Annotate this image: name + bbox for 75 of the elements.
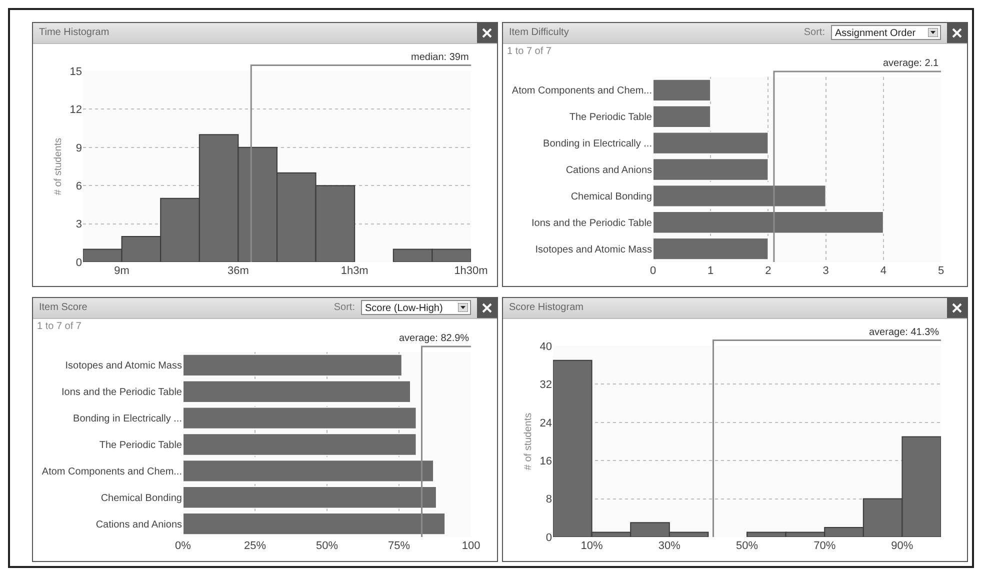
x-tick-label: 4	[880, 265, 886, 277]
ref-line-label: median: 39m	[411, 52, 469, 63]
x-tick-label: 1h30m	[454, 265, 488, 277]
bar	[183, 486, 437, 509]
x-tick-label: 100	[462, 540, 480, 552]
x-tick-label: 10%	[580, 540, 604, 552]
y-tick-label: 0	[76, 256, 82, 269]
chart-title: Score Histogram	[509, 302, 584, 313]
y-axis-title: # of students	[52, 138, 64, 196]
y-tick-label: Cations and Anions	[96, 519, 182, 530]
text: Sort:	[804, 27, 825, 38]
y-tick-label: Isotopes and Atomic Mass	[535, 244, 652, 256]
x-tick-label: 50%	[316, 540, 338, 552]
y-tick-label: Atom Components and Chem...	[42, 466, 182, 478]
text: Assignment Order	[831, 25, 941, 40]
x-tick-label: 0%	[175, 540, 192, 552]
bar	[653, 184, 826, 208]
y-tick-label: Chemical Bonding	[570, 191, 652, 202]
text: Item Score	[39, 302, 88, 313]
y-tick-label: 24	[540, 417, 552, 430]
bar	[653, 105, 712, 128]
text: Sort:	[334, 302, 355, 313]
bar	[183, 460, 434, 482]
x-tick-label: 75%	[388, 540, 410, 552]
x-tick-label: 1h3m	[340, 265, 368, 277]
x-tick-label: 9m	[114, 265, 130, 277]
y-tick-label: Isotopes and Atomic Mass	[65, 360, 182, 372]
bar	[183, 380, 412, 403]
bar	[653, 78, 712, 102]
bar	[653, 132, 769, 154]
text: 1 to 7 of 7	[507, 46, 552, 57]
chart-title: Time Histogram	[39, 27, 110, 38]
text: 1 to 7 of 7	[37, 321, 82, 332]
x-tick-label: 3	[822, 265, 829, 277]
bar	[183, 512, 446, 536]
bar	[183, 354, 402, 377]
bar	[653, 237, 769, 260]
y-tick-label: 9	[76, 142, 82, 154]
text: Score (Low-High)	[361, 300, 471, 315]
y-axis-title: # of students	[522, 412, 534, 470]
y-tick-label: The Periodic Table	[569, 112, 652, 124]
y-tick-label: 12	[70, 104, 82, 116]
bar	[183, 406, 417, 430]
ref-line-label: average: 41.3%	[869, 327, 940, 338]
x-tick-label: 1	[708, 265, 714, 277]
y-tick-label: 32	[540, 379, 552, 392]
bar	[653, 158, 769, 181]
y-tick-label: Bonding in Electrically ...	[543, 138, 652, 150]
y-tick-label: 0	[546, 532, 552, 544]
x-tick-label: 25%	[244, 540, 266, 552]
y-tick-label: Ions and the Periodic Table	[532, 218, 652, 229]
y-tick-label: 3	[76, 218, 82, 231]
ref-line-label: average: 2.1	[883, 58, 940, 69]
x-tick-label: 36m	[227, 265, 249, 277]
x-tick-label: 50%	[736, 540, 758, 552]
y-tick-label: 8	[546, 494, 552, 506]
x-tick-label: 30%	[658, 540, 681, 552]
x-tick-label: 5	[938, 265, 944, 277]
y-tick-label: Ions and the Periodic Table	[62, 387, 182, 398]
y-tick-label: 16	[540, 455, 552, 468]
y-tick-label: 6	[76, 180, 82, 192]
y-tick-label: 15	[70, 66, 82, 78]
y-tick-label: Atom Components and Chem...	[512, 86, 652, 97]
y-tick-label: Bonding in Electrically ...	[73, 414, 182, 425]
bar	[183, 433, 417, 456]
text: Item Difficulty	[509, 27, 569, 38]
y-tick-label: The Periodic Table	[99, 440, 182, 451]
y-tick-label: 40	[540, 340, 552, 353]
x-tick-label: 2	[765, 265, 772, 277]
bar	[653, 211, 884, 234]
x-tick-label: 70%	[814, 540, 836, 552]
y-tick-label: Chemical Bonding	[100, 492, 182, 504]
ref-line-label: average: 82.9%	[399, 333, 470, 344]
x-tick-label: 90%	[891, 540, 914, 552]
y-tick-label: Cations and Anions	[566, 165, 652, 176]
